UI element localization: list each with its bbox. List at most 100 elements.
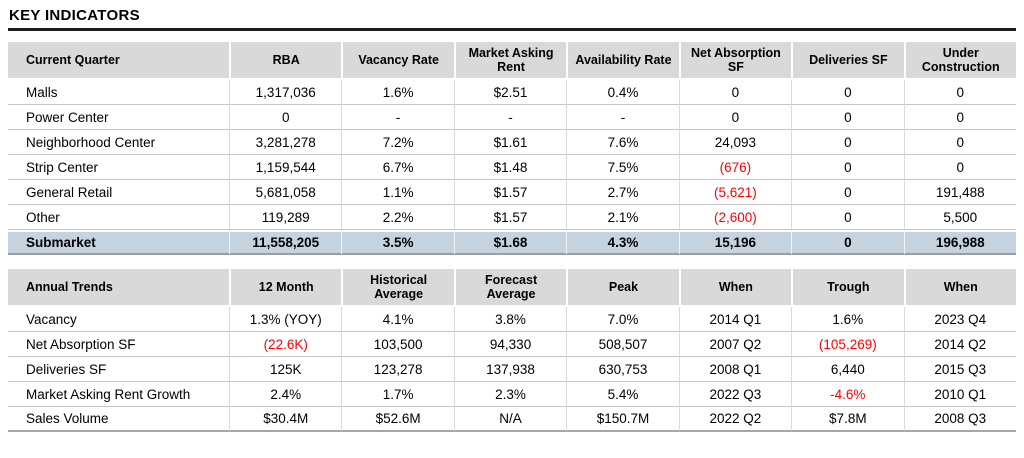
data-cell: 2.7% <box>566 180 679 205</box>
table-row: General Retail 5,681,058 1.1% $1.57 2.7% (5,6… <box>8 180 1016 205</box>
header-cell: Availability Rate <box>566 42 679 80</box>
data-cell: 0 <box>791 205 904 230</box>
row-label: Submarket <box>8 230 229 255</box>
row-label: Neighborhood Center <box>8 130 229 155</box>
data-cell: 191,488 <box>903 180 1016 205</box>
data-cell: 0 <box>791 80 904 105</box>
data-cell: 2023 Q4 <box>903 307 1016 332</box>
header-cell: Market Asking Rent <box>453 42 567 80</box>
data-cell: 0 <box>791 105 904 130</box>
data-cell: 1.3% (YOY) <box>229 307 342 332</box>
data-cell: N/A <box>453 407 567 432</box>
data-cell: 2008 Q1 <box>678 357 792 382</box>
row-label: Power Center <box>8 105 229 130</box>
data-cell: 2.2% <box>341 205 454 230</box>
data-cell: 2.4% <box>229 382 342 407</box>
header-cell: RBA <box>229 42 342 80</box>
row-label: Net Absorption SF <box>8 332 229 357</box>
data-cell: 4.3% <box>566 230 679 255</box>
key-indicators-section: KEY INDICATORS Current Quarter RBA Vacancy… <box>8 7 1016 432</box>
data-cell: 5,500 <box>903 205 1016 230</box>
table-row: Other 119,289 2.2% $1.57 2.1% (2,600) 0 5,500 <box>8 205 1016 230</box>
data-cell: (105,269) <box>791 332 904 357</box>
data-cell: - <box>453 105 567 130</box>
row-label: Deliveries SF <box>8 357 229 382</box>
data-cell: 0 <box>903 80 1016 105</box>
data-cell: 508,507 <box>566 332 679 357</box>
table-row: Net Absorption SF (22.6K) 103,500 94,330 508… <box>8 332 1016 357</box>
row-label: Market Asking Rent Growth <box>8 382 229 407</box>
data-cell: 0 <box>791 230 904 255</box>
data-cell: 3.8% <box>453 307 567 332</box>
data-cell: 7.2% <box>341 130 454 155</box>
data-cell: 24,093 <box>678 130 792 155</box>
data-cell: 1.1% <box>341 180 454 205</box>
data-cell: 2015 Q3 <box>903 357 1016 382</box>
data-cell: 15,196 <box>678 230 792 255</box>
row-label: Other <box>8 205 229 230</box>
data-cell: - <box>566 105 679 130</box>
data-cell: 0 <box>678 105 792 130</box>
data-cell: 1,317,036 <box>229 80 342 105</box>
title-rule <box>8 28 1016 31</box>
table-row: Strip Center 1,159,544 6.7% $1.48 7.5% (676) 0… <box>8 155 1016 180</box>
table-row: Neighborhood Center 3,281,278 7.2% $1.61 7.6… <box>8 130 1016 155</box>
data-cell: 1.6% <box>341 80 454 105</box>
data-cell: $1.61 <box>453 130 567 155</box>
header-cell: Deliveries SF <box>791 42 904 80</box>
data-cell: (5,621) <box>678 180 792 205</box>
data-cell: 2010 Q1 <box>903 382 1016 407</box>
data-cell: 0 <box>229 105 342 130</box>
current-quarter-table-header: Current Quarter RBA Vacancy Rate Market Ask… <box>8 42 1016 80</box>
data-cell: 2022 Q2 <box>678 407 792 432</box>
header-cell: When <box>903 269 1016 307</box>
data-cell: 7.0% <box>566 307 679 332</box>
data-cell: 94,330 <box>453 332 567 357</box>
summary-row: Submarket 11,558,205 3.5% $1.68 4.3% 15,196 0 1… <box>8 230 1016 255</box>
data-cell: 1,159,544 <box>229 155 342 180</box>
data-cell: 11,558,205 <box>229 230 342 255</box>
data-cell: 630,753 <box>566 357 679 382</box>
header-cell: 12 Month <box>229 269 342 307</box>
data-cell: 2007 Q2 <box>678 332 792 357</box>
data-cell: 2014 Q2 <box>903 332 1016 357</box>
row-label: Malls <box>8 80 229 105</box>
data-cell: 196,988 <box>903 230 1016 255</box>
page-title: KEY INDICATORS <box>9 7 140 24</box>
data-cell: 0 <box>678 80 792 105</box>
header-cell: Forecast Average <box>453 269 567 307</box>
data-cell: $1.68 <box>453 230 567 255</box>
table-row: Market Asking Rent Growth 2.4% 1.7% 2.3% 5.4… <box>8 382 1016 407</box>
data-cell: 119,289 <box>229 205 342 230</box>
table-row: Sales Volume $30.4M $52.6M N/A $150.7M 2022 Q… <box>8 407 1016 432</box>
data-cell: 2014 Q1 <box>678 307 792 332</box>
data-cell: (22.6K) <box>229 332 342 357</box>
header-row: Annual Trends 12 Month Historical Average F… <box>8 269 1016 307</box>
data-cell: $52.6M <box>341 407 454 432</box>
data-cell: $30.4M <box>229 407 342 432</box>
header-row: Current Quarter RBA Vacancy Rate Market Ask… <box>8 42 1016 80</box>
data-cell: -4.6% <box>791 382 904 407</box>
header-cell: Historical Average <box>341 269 454 307</box>
header-cell: Net Absorption SF <box>678 42 792 80</box>
header-cell: Peak <box>566 269 679 307</box>
row-label: Sales Volume <box>8 407 229 432</box>
row-label: Vacancy <box>8 307 229 332</box>
annual-trends-table: Annual Trends 12 Month Historical Average F… <box>8 269 1016 432</box>
data-cell: 0.4% <box>566 80 679 105</box>
data-cell: (2,600) <box>678 205 792 230</box>
row-label: General Retail <box>8 180 229 205</box>
data-cell: 5,681,058 <box>229 180 342 205</box>
header-cell: Annual Trends <box>8 269 229 307</box>
data-cell: 0 <box>791 155 904 180</box>
data-cell: 7.5% <box>566 155 679 180</box>
data-cell: 103,500 <box>341 332 454 357</box>
data-cell: 137,938 <box>453 357 567 382</box>
data-cell: 125K <box>229 357 342 382</box>
data-cell: 4.1% <box>341 307 454 332</box>
annual-trends-table-body: Vacancy 1.3% (YOY) 4.1% 3.8% 7.0% 2014 Q1 1.6%… <box>8 307 1016 432</box>
current-quarter-table-body: Malls 1,317,036 1.6% $2.51 0.4% 0 0 0 Power Cent… <box>8 80 1016 255</box>
data-cell: - <box>341 105 454 130</box>
data-cell: 0 <box>903 155 1016 180</box>
table-row: Deliveries SF 125K 123,278 137,938 630,753 20… <box>8 357 1016 382</box>
